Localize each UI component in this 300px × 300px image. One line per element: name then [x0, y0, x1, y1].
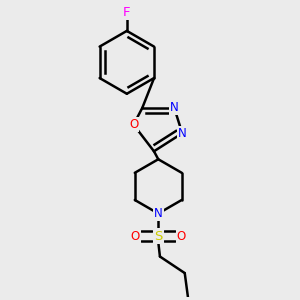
Text: S: S — [154, 230, 163, 242]
Text: N: N — [170, 101, 178, 114]
Text: N: N — [178, 127, 187, 140]
Text: F: F — [123, 6, 130, 19]
Text: O: O — [129, 118, 138, 131]
Text: O: O — [130, 230, 140, 242]
Text: O: O — [177, 230, 186, 242]
Text: N: N — [154, 207, 163, 220]
